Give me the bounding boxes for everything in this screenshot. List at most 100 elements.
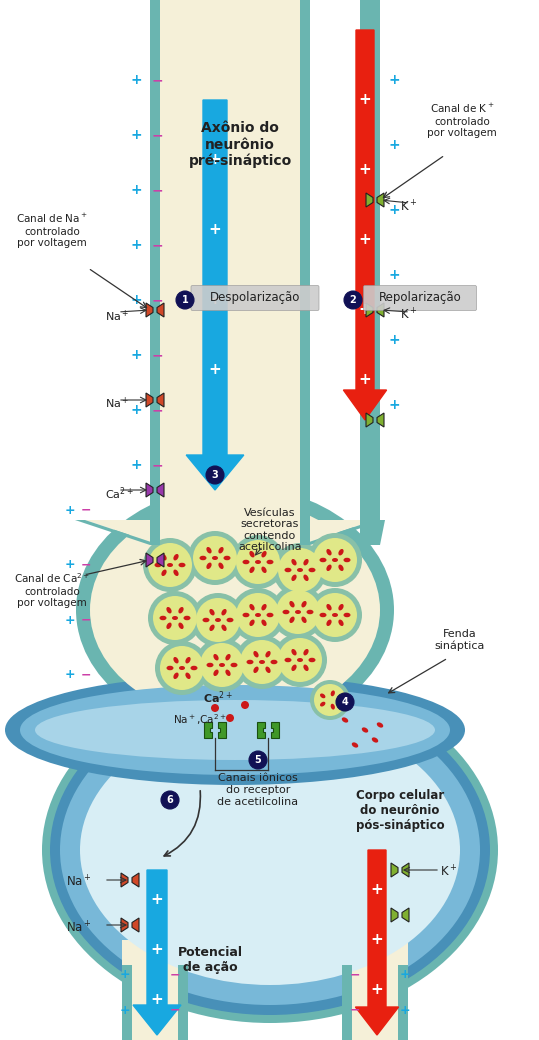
Polygon shape xyxy=(122,940,188,965)
Ellipse shape xyxy=(330,704,335,709)
Ellipse shape xyxy=(285,657,292,662)
Ellipse shape xyxy=(303,649,309,655)
Text: +: + xyxy=(130,73,142,87)
Text: −: − xyxy=(151,183,163,197)
Text: Vesículas
secretoras
contendo
acetilcolina: Vesículas secretoras contendo acetilcoli… xyxy=(238,508,302,552)
Polygon shape xyxy=(157,553,164,567)
Ellipse shape xyxy=(352,743,358,748)
Polygon shape xyxy=(132,873,139,887)
Polygon shape xyxy=(402,908,409,922)
Circle shape xyxy=(336,693,354,711)
Ellipse shape xyxy=(178,607,184,614)
Ellipse shape xyxy=(183,616,190,620)
Text: Canal de K$^+$
controlado
por voltagem: Canal de K$^+$ controlado por voltagem xyxy=(427,102,497,138)
Ellipse shape xyxy=(209,625,215,631)
Circle shape xyxy=(278,548,322,592)
Ellipse shape xyxy=(174,657,178,664)
Ellipse shape xyxy=(297,658,303,662)
Circle shape xyxy=(195,638,249,692)
Ellipse shape xyxy=(218,563,224,569)
Ellipse shape xyxy=(250,567,254,573)
Circle shape xyxy=(211,704,219,712)
Ellipse shape xyxy=(167,607,171,614)
Circle shape xyxy=(161,791,179,809)
Ellipse shape xyxy=(261,620,267,626)
Circle shape xyxy=(196,598,240,642)
Ellipse shape xyxy=(292,665,296,671)
Ellipse shape xyxy=(320,557,327,563)
Text: K$^+$: K$^+$ xyxy=(400,200,417,214)
Circle shape xyxy=(314,684,346,716)
Text: +: + xyxy=(400,1004,410,1016)
Ellipse shape xyxy=(243,560,250,565)
Text: +: + xyxy=(65,558,75,572)
Ellipse shape xyxy=(206,547,212,553)
Ellipse shape xyxy=(265,651,271,657)
Ellipse shape xyxy=(303,665,309,671)
Circle shape xyxy=(148,543,192,587)
Text: +: + xyxy=(388,73,400,87)
Ellipse shape xyxy=(372,737,378,743)
Circle shape xyxy=(273,633,327,687)
Text: +: + xyxy=(65,669,75,681)
Text: −: − xyxy=(151,293,163,307)
Text: +: + xyxy=(130,402,142,417)
Text: +: + xyxy=(120,1004,130,1016)
Ellipse shape xyxy=(282,609,289,615)
Ellipse shape xyxy=(155,563,162,567)
Polygon shape xyxy=(366,303,373,317)
Polygon shape xyxy=(157,393,164,407)
Polygon shape xyxy=(186,100,244,490)
Circle shape xyxy=(273,543,327,597)
Circle shape xyxy=(231,535,285,589)
Text: +: + xyxy=(358,372,371,388)
Polygon shape xyxy=(75,520,160,545)
Ellipse shape xyxy=(250,620,254,626)
Text: Na$^+$: Na$^+$ xyxy=(66,920,92,936)
Ellipse shape xyxy=(307,609,314,615)
Text: 2: 2 xyxy=(350,295,356,305)
Ellipse shape xyxy=(255,560,261,564)
Ellipse shape xyxy=(343,613,350,618)
Text: +: + xyxy=(400,968,410,982)
Circle shape xyxy=(240,640,284,684)
Ellipse shape xyxy=(289,601,295,607)
Ellipse shape xyxy=(377,723,383,728)
Circle shape xyxy=(308,588,362,642)
Ellipse shape xyxy=(320,702,326,706)
Polygon shape xyxy=(402,863,409,877)
Ellipse shape xyxy=(60,695,480,1005)
Text: Corpo celular
do neurônio
pós-sináptico: Corpo celular do neurônio pós-sináptico xyxy=(356,788,444,832)
Ellipse shape xyxy=(338,549,344,555)
Text: +: + xyxy=(150,892,163,908)
Ellipse shape xyxy=(320,694,326,698)
Circle shape xyxy=(231,588,285,642)
Text: +: + xyxy=(358,162,371,178)
Text: Repolarização: Repolarização xyxy=(378,291,461,305)
Polygon shape xyxy=(370,0,380,545)
Text: +: + xyxy=(388,138,400,152)
Ellipse shape xyxy=(266,613,273,618)
Ellipse shape xyxy=(250,604,254,610)
Text: Despolarização: Despolarização xyxy=(210,291,300,305)
Polygon shape xyxy=(271,722,279,738)
Text: Ca$^{2+}$: Ca$^{2+}$ xyxy=(105,486,134,502)
Text: +: + xyxy=(209,292,222,308)
Ellipse shape xyxy=(218,547,224,553)
Polygon shape xyxy=(257,722,265,738)
Text: −: − xyxy=(170,968,180,982)
Ellipse shape xyxy=(303,574,309,581)
Text: −: − xyxy=(81,558,91,572)
Ellipse shape xyxy=(213,654,219,660)
Ellipse shape xyxy=(308,657,315,662)
Circle shape xyxy=(276,590,320,634)
Circle shape xyxy=(193,536,237,580)
Text: +: + xyxy=(388,398,400,412)
Ellipse shape xyxy=(343,557,350,563)
Circle shape xyxy=(153,596,197,640)
Text: Na$^+$: Na$^+$ xyxy=(105,308,129,323)
Ellipse shape xyxy=(76,486,394,734)
Text: +: + xyxy=(130,183,142,197)
Polygon shape xyxy=(160,0,300,545)
Polygon shape xyxy=(85,520,375,545)
